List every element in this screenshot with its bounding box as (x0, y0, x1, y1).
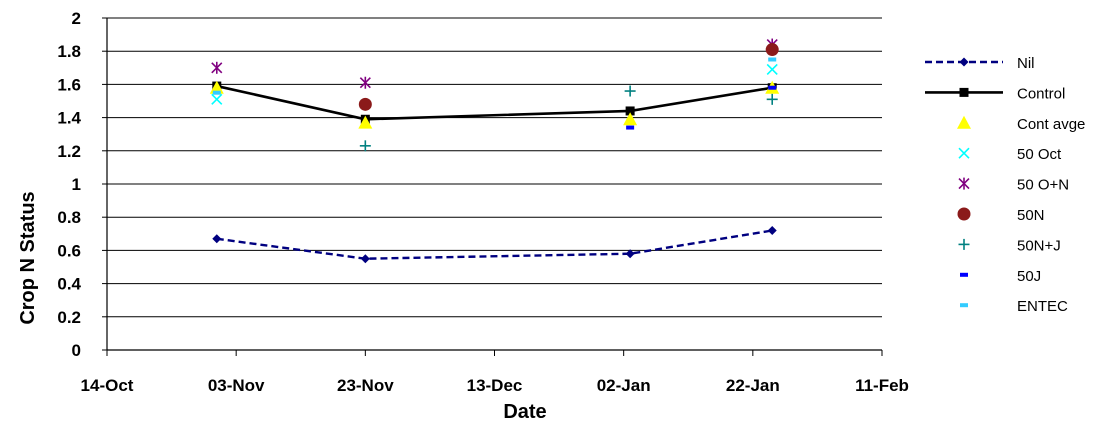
legend-marker (959, 87, 969, 97)
x-tick-label: 14-Oct (81, 376, 134, 395)
data-point (624, 85, 636, 97)
series-entec (212, 57, 777, 95)
series-line (216, 84, 773, 121)
y-tick-label: 1.6 (57, 75, 81, 94)
series-cont-avge (209, 80, 780, 129)
series-50j (626, 85, 777, 130)
series-50n (358, 43, 779, 111)
marker-stroke (958, 147, 970, 159)
legend-marker (958, 177, 970, 190)
legend-label: 50 Oct (1017, 146, 1062, 163)
legend-item-50n: 50N (957, 207, 1045, 224)
y-tick-label: 1.4 (57, 109, 81, 128)
legend-label: 50J (1017, 268, 1041, 285)
data-point (209, 80, 224, 94)
y-tick-label: 0.2 (57, 308, 81, 327)
x-tick-label: 13-Dec (467, 376, 523, 395)
data-point (766, 63, 778, 76)
data-point (768, 85, 777, 90)
series-50-o-n (211, 38, 778, 89)
x-tick-label: 03-Nov (208, 376, 265, 395)
legend-item-50-oct: 50 Oct (958, 146, 1062, 163)
y-tick-label: 0 (72, 341, 81, 360)
legend-label: Cont avge (1017, 116, 1085, 133)
data-point (359, 140, 371, 152)
legend-label: 50N+J (1017, 237, 1061, 254)
data-point (626, 125, 635, 130)
y-tick-label: 1.2 (57, 142, 81, 161)
x-tick-label: 02-Jan (597, 376, 651, 395)
legend-item-50-o-n: 50 O+N (958, 177, 1069, 194)
series-50n-j (359, 85, 778, 152)
x-axis-title: Date (503, 401, 546, 423)
legend-marker (959, 57, 969, 67)
data-point (360, 254, 370, 264)
y-tick-label: 0.6 (57, 241, 81, 260)
legend-item-cont-avge: Cont avge (957, 115, 1085, 133)
series-50-oct (211, 63, 778, 105)
legend-marker (958, 238, 970, 250)
legend-item-control: Control (925, 85, 1065, 102)
marker-stroke (766, 63, 778, 76)
data-point (767, 225, 777, 235)
legend-label: ENTEC (1017, 298, 1068, 315)
legend-marker (957, 207, 971, 221)
series-nil (212, 225, 777, 264)
legend-marker (957, 115, 971, 129)
data-point (358, 115, 373, 129)
legend: Nil Control Cont avge 50 Oct 50 O+N 50N 50N+J 5… (925, 55, 1085, 315)
y-tick-label: 0.8 (57, 208, 81, 227)
data-point (765, 43, 779, 57)
series-line (216, 229, 773, 260)
x-tick-label: 22-Jan (726, 376, 780, 395)
legend-marker (960, 272, 968, 277)
y-axis-ticks: 0 0.2 0.4 0.6 0.8 1 1.2 1.4 1.6 1.8 2 (57, 9, 107, 360)
data-point (359, 76, 371, 89)
series-group (209, 38, 780, 264)
y-tick-label: 0.4 (57, 275, 81, 294)
y-tick-label: 1.8 (57, 42, 81, 61)
x-tick-label: 11-Feb (855, 376, 909, 395)
data-point (358, 97, 372, 111)
x-axis-ticks: 14-Oct 03-Nov 23-Nov 13-Dec 02-Jan 22-Jan 11-F… (81, 350, 909, 395)
data-point (768, 57, 777, 62)
legend-item-50n-j: 50N+J (958, 237, 1061, 254)
marker-stroke (211, 93, 223, 105)
y-axis-title: Crop N Status (17, 191, 39, 324)
data-point (212, 90, 221, 95)
legend-label: Nil (1017, 55, 1035, 72)
data-point (623, 112, 638, 126)
data-point (625, 249, 635, 259)
legend-item-nil: Nil (925, 55, 1035, 72)
legend-label: 50 O+N (1017, 177, 1069, 194)
x-tick-label: 23-Nov (337, 376, 394, 395)
legend-item-entec: ENTEC (960, 298, 1068, 315)
legend-marker (958, 147, 970, 159)
gridlines (107, 17, 882, 318)
legend-item-50j: 50J (960, 268, 1041, 285)
legend-label: 50N (1017, 207, 1045, 224)
y-tick-label: 2 (72, 9, 81, 28)
data-point (625, 106, 635, 116)
data-point (766, 93, 778, 105)
legend-label: Control (1017, 85, 1065, 102)
y-tick-label: 1 (72, 175, 81, 194)
legend-marker (960, 303, 968, 308)
data-point (211, 61, 223, 74)
data-point (212, 234, 222, 244)
data-point (211, 93, 223, 105)
